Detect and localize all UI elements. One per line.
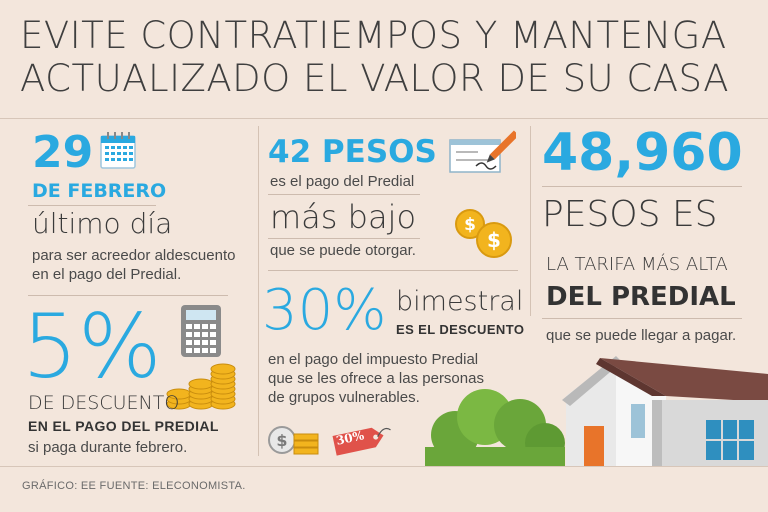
last-day-text: último día (32, 207, 173, 240)
coins-icon (165, 360, 245, 412)
deadline-text-2: en el pago del Predial. (32, 266, 182, 283)
headline: EVITE CONTRATIEMPOS Y MANTENGA ACTUALIZA… (20, 14, 760, 100)
la-tarifa-text: LA TARIFA MÁS ALTA (546, 254, 728, 275)
col1-section-divider (28, 295, 228, 296)
calendar-icon (100, 131, 136, 169)
mas-bajo-underline (268, 238, 420, 239)
svg-text:$: $ (276, 431, 287, 450)
svg-text:$: $ (464, 215, 476, 235)
house-illustration (556, 356, 768, 467)
cash-icon: $ (266, 420, 322, 460)
llegar-a-pagar-text: que se puede llegar a pagar. (546, 327, 737, 344)
svg-text:$: $ (487, 228, 501, 252)
footer-credit: GRÁFICO: EE FUENTE: ELECONOMISTA. (22, 480, 246, 492)
col2-section-divider (268, 270, 518, 271)
date-underline (28, 205, 156, 206)
dollar-coins-icon: $ $ (452, 206, 514, 260)
bimestral-text: bimestral (396, 286, 524, 317)
headline-line-1: EVITE CONTRATIEMPOS Y MANTENGA (20, 14, 727, 57)
footer-divider (0, 466, 768, 467)
pesos-es-text: PESOS ES (542, 194, 718, 235)
deadline-text-1: para ser acreedor aldescuento (32, 247, 236, 264)
column-divider-2 (530, 126, 531, 316)
calculator-icon (180, 304, 222, 358)
es-el-descuento-text: ES EL DESCUENTO (396, 322, 525, 337)
que-se-puede-text: que se puede otorgar. (270, 242, 416, 259)
check-icon (448, 128, 519, 178)
max-amount: 48,960 (542, 123, 743, 183)
de-descuento-text: DE DESCUENTO (28, 392, 180, 414)
pesos-text: es el pago del Predial (270, 173, 415, 190)
date-number: 29 (32, 127, 94, 178)
impuesto-text-3: de grupos vulnerables. (268, 389, 420, 406)
amount-underline (542, 186, 742, 187)
si-paga-text: si paga durante febrero. (28, 439, 188, 456)
pesos-underline (268, 194, 420, 195)
date-month: DE FEBRERO (32, 180, 167, 202)
impuesto-text-2: que se les ofrece a las personas (268, 370, 484, 387)
mas-bajo-text: más bajo (270, 198, 417, 236)
discount-percent: 5% (22, 295, 162, 398)
pesos-amount: 42 PESOS (268, 134, 437, 170)
price-tag-icon: 30% (330, 422, 394, 458)
column-divider-1 (258, 126, 259, 456)
descuento-percent: 30% (262, 278, 387, 343)
predial-underline (542, 318, 742, 319)
en-el-pago-text: EN EL PAGO DEL PREDIAL (28, 418, 219, 434)
header-divider (0, 118, 768, 119)
bushes-illustration (425, 385, 565, 467)
impuesto-text-1: en el pago del impuesto Predial (268, 351, 479, 368)
del-predial-text: DEL PREDIAL (546, 282, 736, 312)
headline-line-2: ACTUALIZADO EL VALOR DE SU CASA (20, 57, 730, 100)
